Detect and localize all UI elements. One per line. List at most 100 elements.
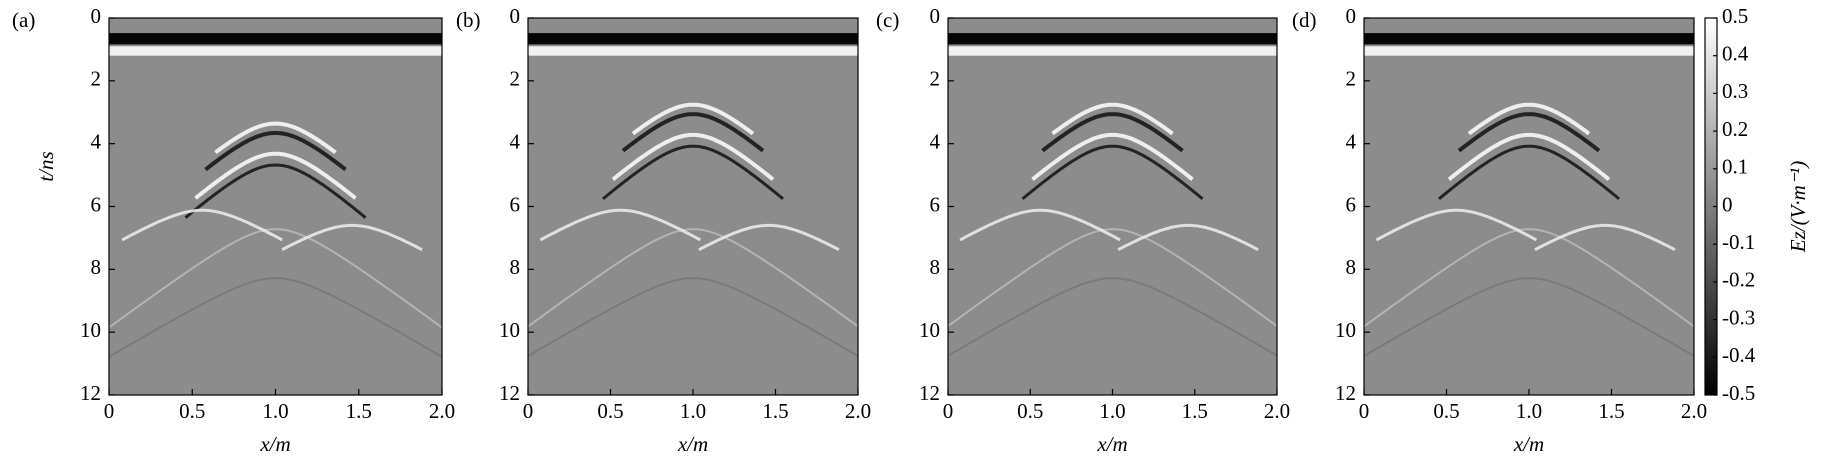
reflection [1467,102,1591,136]
direct-wave-light [1364,46,1694,56]
x-tick-label: 2.0 [1264,399,1290,423]
reflection [621,112,765,153]
reflection [1117,223,1259,252]
reflection [281,223,423,252]
reflection [698,223,840,252]
x-tick-label: 1.0 [1516,399,1542,423]
direct-wave-dark [1364,33,1694,45]
y-tick-label: 8 [1346,255,1357,279]
panel-label: (d) [1292,8,1317,32]
reflection [1031,132,1194,181]
x-tick-label: 1.0 [262,399,288,423]
x-tick-label: 2.0 [845,399,871,423]
reflection [1051,102,1174,136]
colorbar-tick-label: 0.4 [1722,42,1749,66]
direct-wave-light [948,46,1277,56]
x-tick-label: 0 [104,399,115,423]
colorbar-tick-label: 0 [1722,192,1733,216]
direct-wave-light [528,46,858,56]
reflection [528,277,858,358]
x-tick-label: 0 [1359,399,1370,423]
reflection [611,132,775,181]
reflection [1364,277,1694,358]
colorbar-tick-label: -0.3 [1722,305,1755,329]
reflection [528,228,858,328]
x-tick-label: 0.5 [1017,399,1043,423]
reflection [204,131,347,172]
x-tick-label: 0.5 [597,399,623,423]
background [948,18,1277,395]
x-tick-label: 0.5 [1433,399,1459,423]
background [528,18,858,395]
x-tick-label: 1.5 [762,399,788,423]
x-tick-label: 0 [943,399,954,423]
y-tick-label: 6 [510,192,521,216]
x-tick-label: 1.5 [1598,399,1624,423]
colorbar-tick-label: -0.5 [1722,381,1755,405]
x-tick-label: 2.0 [429,399,455,423]
x-tick-label: 1.5 [1182,399,1208,423]
reflection [194,151,357,200]
direct-wave-dark [948,33,1277,45]
radargram [109,18,442,395]
y-tick-label: 12 [1335,381,1356,405]
reflection [121,208,283,242]
y-tick-label: 8 [510,255,521,279]
colorbar-tick-label: 0.1 [1722,155,1748,179]
y-tick-label: 12 [499,381,520,405]
x-tick-label: 1.0 [680,399,706,423]
panel-label: (c) [876,8,899,32]
direct-wave-dark [109,33,442,45]
y-tick-label: 8 [91,255,102,279]
panel-label: (b) [456,8,481,32]
radargram [1364,18,1694,395]
x-tick-label: 2.0 [1681,399,1707,423]
y-tick-label: 6 [930,192,941,216]
y-tick-label: 10 [499,318,520,342]
colorbar-tick-label: 0.5 [1722,4,1748,28]
y-tick-label: 2 [510,67,521,91]
colorbar-tick-label: -0.2 [1722,268,1755,292]
background [1364,18,1694,395]
y-tick-label: 4 [91,129,102,153]
x-axis-label: x/m [259,432,290,456]
y-tick-label: 12 [919,381,940,405]
y-tick-label: 6 [1346,192,1357,216]
x-tick-label: 1.5 [346,399,372,423]
reflection [959,208,1121,242]
background [109,18,442,395]
y-tick-label: 8 [930,255,941,279]
y-tick-label: 10 [80,318,101,342]
reflection [214,121,337,155]
y-tick-label: 10 [919,318,940,342]
y-tick-label: 4 [510,129,521,153]
colorbar-tick-label: 0.2 [1722,117,1748,141]
reflection [109,277,442,358]
y-tick-label: 12 [80,381,101,405]
reflection [539,208,702,242]
radargram [948,18,1277,395]
panel-label: (a) [12,8,35,32]
reflection [1447,132,1611,181]
colorbar-label: Ez/(V·m⁻¹) [1786,161,1810,253]
reflection [1375,208,1538,242]
y-tick-label: 2 [1346,67,1357,91]
x-axis-label: x/m [1513,432,1544,456]
colorbar-tick-label: 0.3 [1722,79,1748,103]
reflection [109,228,442,329]
reflection [1041,112,1184,153]
y-tick-label: 0 [930,4,941,28]
reflection [184,163,367,219]
direct-wave-dark [528,33,858,45]
colorbar-tick-label: -0.4 [1722,343,1756,367]
y-tick-label: 2 [91,67,102,91]
radargram [528,18,858,395]
reflection [631,102,755,136]
reflection [1457,112,1601,153]
colorbar-tick-label: -0.1 [1722,230,1755,254]
x-axis-label: x/m [677,432,708,456]
y-tick-label: 0 [1346,4,1357,28]
reflection [948,277,1277,357]
y-tick-label: 0 [510,4,521,28]
